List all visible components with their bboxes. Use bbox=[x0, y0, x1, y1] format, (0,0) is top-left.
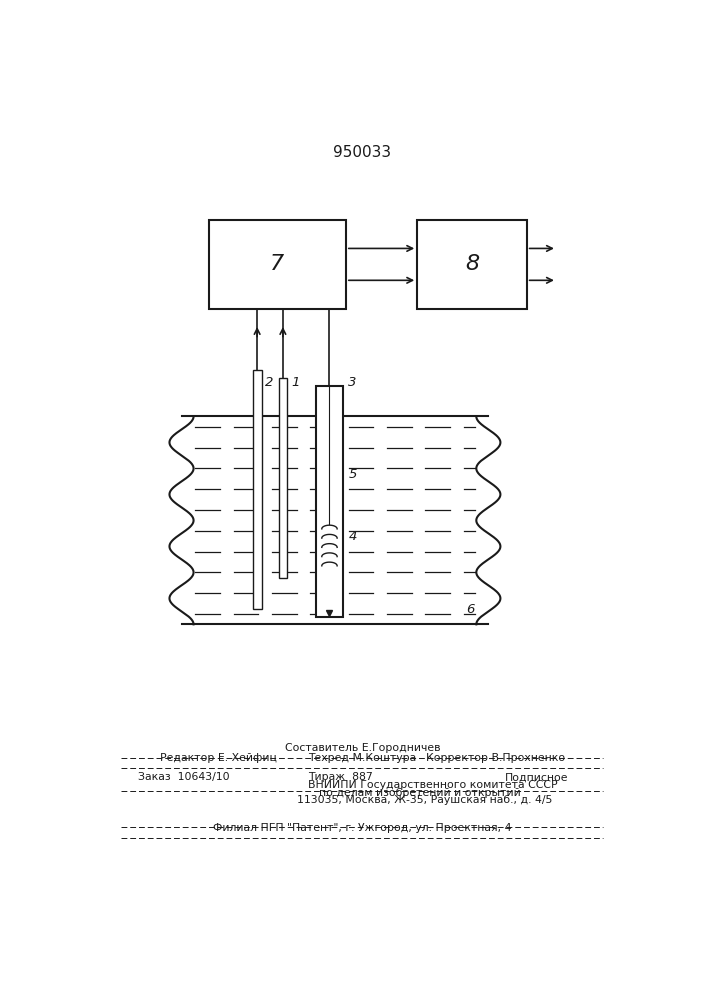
Bar bbox=[253, 370, 262, 609]
Text: 2: 2 bbox=[265, 376, 274, 389]
Text: Тираж  887: Тираж 887 bbox=[308, 772, 373, 782]
Text: Корректор В.Прохненко: Корректор В.Прохненко bbox=[426, 753, 565, 763]
Text: ВНИИПИ Государственного комитета СССР: ВНИИПИ Государственного комитета СССР bbox=[308, 780, 557, 790]
Text: 7: 7 bbox=[270, 254, 284, 274]
Text: 4: 4 bbox=[349, 530, 357, 543]
Text: 5: 5 bbox=[349, 468, 357, 481]
Text: Техред М.Коштура: Техред М.Коштура bbox=[308, 753, 416, 763]
Text: 950033: 950033 bbox=[333, 145, 392, 160]
Text: Филиал ПГП "Патент", г. Ужгород, ул. Проектная, 4: Филиал ПГП "Патент", г. Ужгород, ул. Про… bbox=[213, 823, 512, 833]
Text: 6: 6 bbox=[467, 603, 475, 616]
Text: Заказ  10643/10: Заказ 10643/10 bbox=[138, 772, 229, 782]
Text: Подписное: Подписное bbox=[505, 772, 568, 782]
Text: Редактор Е. Хейфиц: Редактор Е. Хейфиц bbox=[160, 753, 276, 763]
Bar bbox=[316, 386, 343, 617]
Bar bbox=[209, 220, 346, 309]
Text: 113035, Москва, Ж-35, Раушская наб., д. 4/5: 113035, Москва, Ж-35, Раушская наб., д. … bbox=[297, 795, 552, 805]
Text: 8: 8 bbox=[465, 254, 479, 274]
Text: по делам изобретений и открытий: по делам изобретений и открытий bbox=[319, 788, 520, 798]
Bar bbox=[417, 220, 527, 309]
Text: 1: 1 bbox=[291, 376, 300, 389]
Bar bbox=[279, 378, 287, 578]
Text: Составитель Е.Городничев: Составитель Е.Городничев bbox=[285, 743, 440, 753]
Text: 3: 3 bbox=[348, 376, 356, 389]
